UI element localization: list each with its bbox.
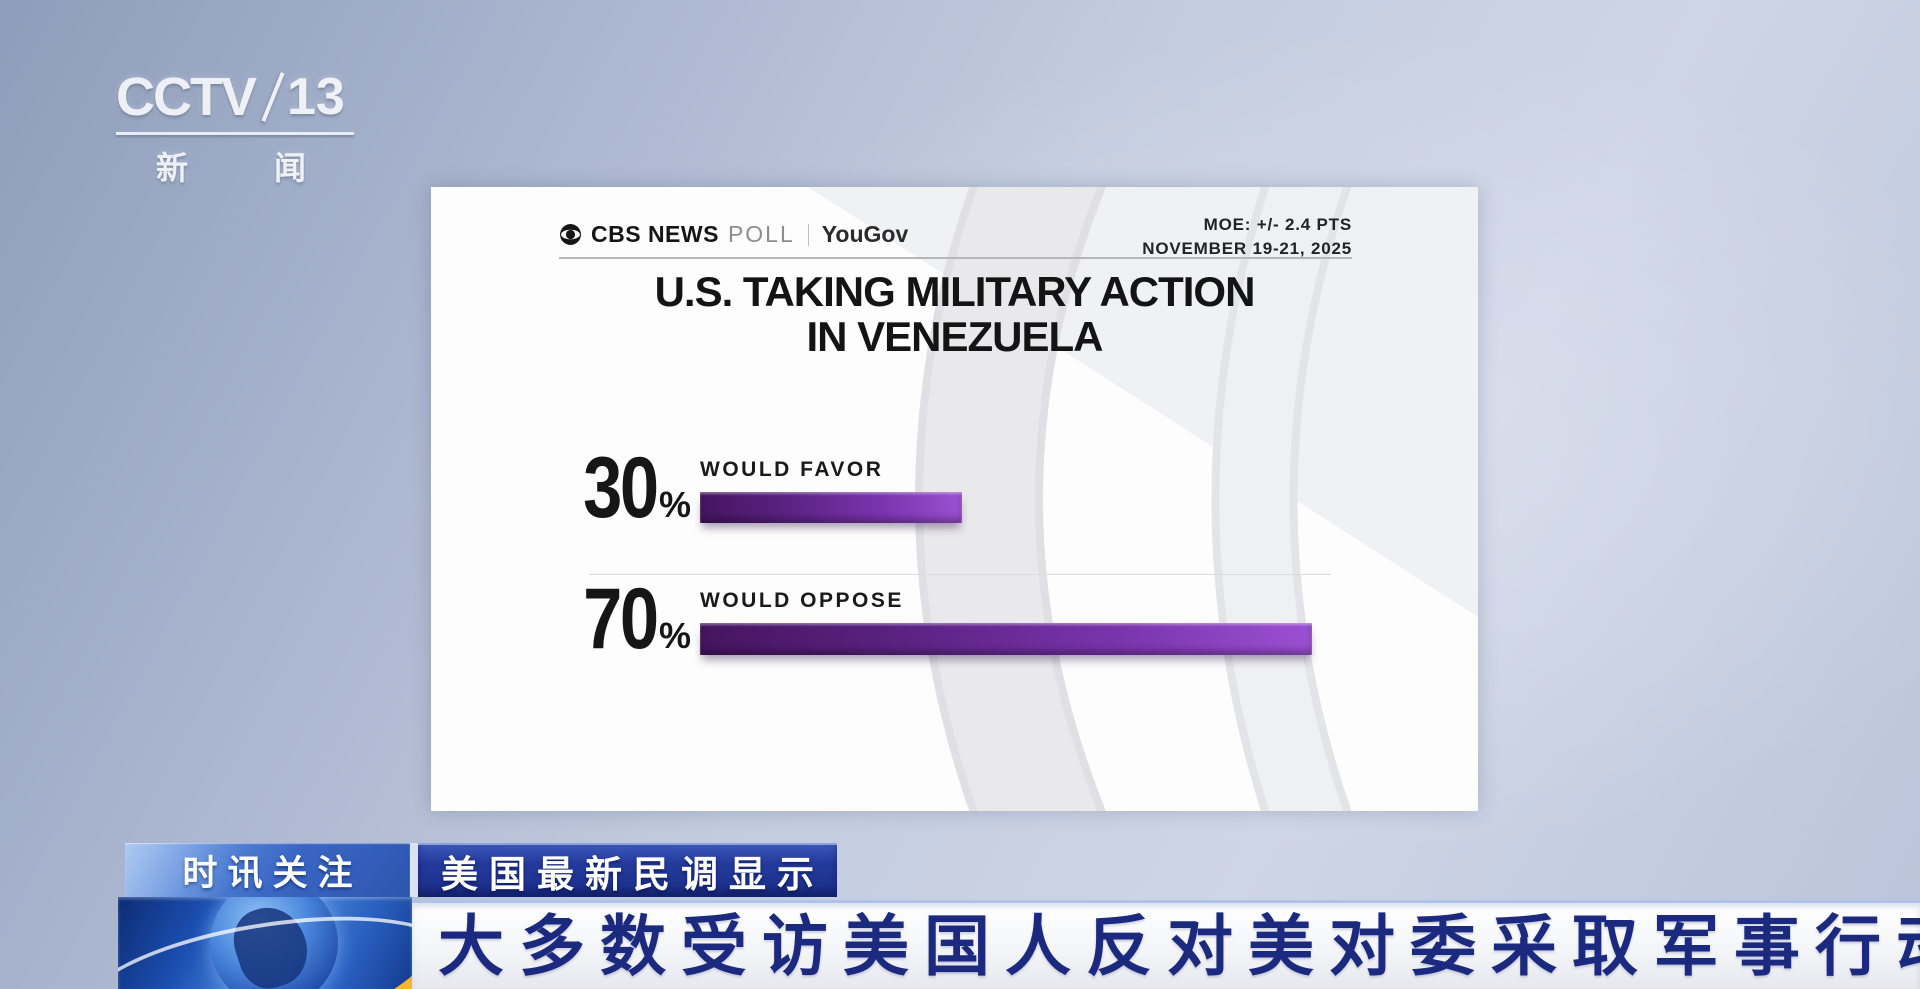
- banner-gap: [410, 843, 418, 897]
- percent-sign: %: [658, 615, 691, 656]
- subtitle-char: 闻: [273, 150, 306, 186]
- source-separator: [807, 223, 809, 246]
- bar-label-oppose: WOULD OPPOSE: [700, 589, 904, 612]
- favor-percent-number: 30: [583, 440, 659, 536]
- oppose-percent-number: 70: [583, 571, 659, 667]
- poll-title: U.S. TAKING MILITARY ACTION IN VENEZUELA: [431, 269, 1478, 360]
- poll-graphic-card: CBS NEWS POLL YouGov MOE: +/- 2.4 PTS NO…: [431, 187, 1478, 811]
- watermark-subtitle: 新 闻: [116, 143, 306, 189]
- headline-text: 大多数受访美国人反对美对委采取军事行动: [438, 909, 1920, 983]
- globe-logo: [118, 897, 412, 989]
- cbs-eye-icon: [560, 224, 581, 245]
- poll-meta: MOE: +/- 2.4 PTS NOVEMBER 19-21, 2025: [1142, 213, 1352, 261]
- channel-number: 13: [287, 68, 345, 126]
- cctv-logo-text: CCTV: [116, 67, 257, 127]
- percent-sign: %: [658, 484, 691, 525]
- background-swoosh-graphic: [808, 187, 1478, 811]
- slash-divider-icon: [261, 72, 285, 122]
- poll-title-line2: IN VENEZUELA: [806, 313, 1103, 361]
- topic-banner: 美国最新民调显示: [418, 843, 837, 897]
- poll-source-row: CBS NEWS POLL YouGov: [559, 221, 908, 248]
- poll-label: POLL: [727, 221, 795, 247]
- moe-text: MOE: +/- 2.4 PTS: [1203, 215, 1352, 234]
- bar-label-favor: WOULD FAVOR: [700, 458, 884, 481]
- header-divider: [559, 257, 1352, 259]
- bar-value-favor: 30%: [541, 439, 691, 538]
- topic-text: 美国最新民调显示: [441, 854, 825, 895]
- poll-title-line1: U.S. TAKING MILITARY ACTION: [654, 268, 1256, 315]
- headline-band: 大多数受访美国人反对美对委采取军事行动: [412, 900, 1920, 989]
- bar-value-oppose: 70%: [541, 570, 691, 669]
- yougov-label: YouGov: [821, 221, 909, 247]
- row-divider: [589, 574, 1331, 575]
- subtitle-char: 新: [156, 150, 189, 186]
- cbs-news-label: CBS NEWS: [591, 221, 719, 247]
- program-tag-banner: 时讯关注: [125, 843, 410, 897]
- bar-oppose: [700, 623, 1312, 655]
- poll-dates: NOVEMBER 19-21, 2025: [1142, 238, 1352, 258]
- channel-watermark: CCTV 13 新 闻: [116, 66, 376, 189]
- watermark-underline: [116, 132, 354, 135]
- bar-favor: [700, 492, 962, 523]
- program-tag-text: 时讯关注: [182, 853, 363, 893]
